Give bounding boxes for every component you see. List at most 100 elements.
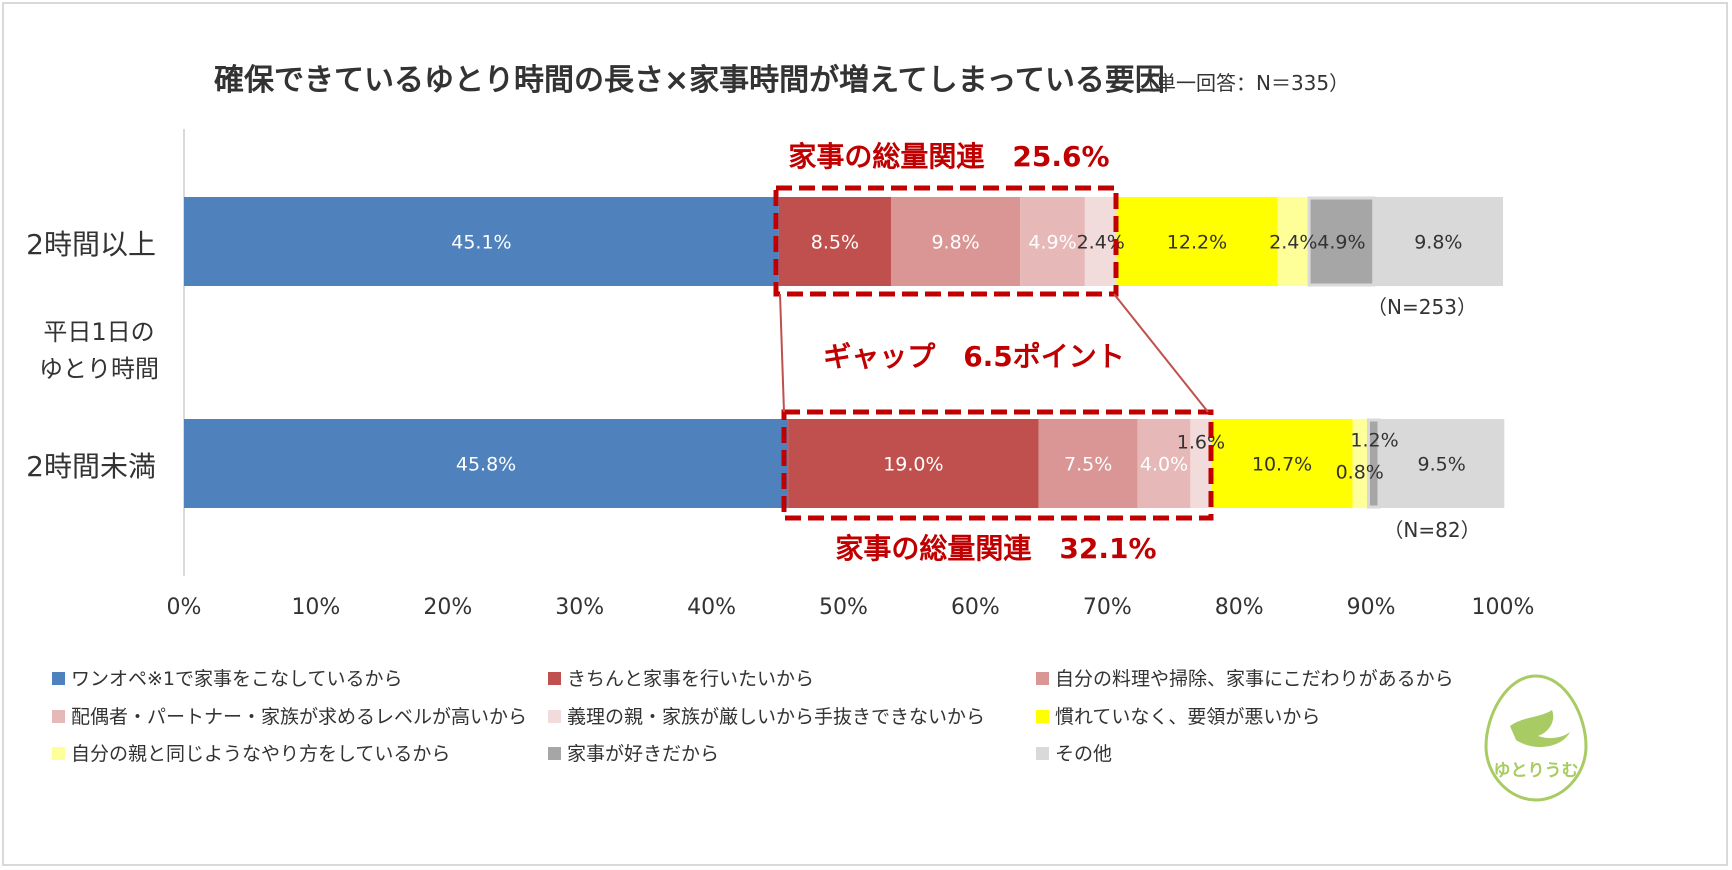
- data-label: 9.5%: [1418, 454, 1466, 476]
- legend: ワンオペ※1で家事をこなしているから きちんと家事を行いたいから 自分の料理や掃除、…: [52, 668, 1454, 765]
- x-tick-label: 30%: [555, 595, 604, 620]
- legend-swatch: [52, 710, 65, 723]
- segment-outline: [1366, 418, 1381, 509]
- data-label: 9.8%: [1414, 232, 1462, 254]
- logo: ゆとりうむ: [1484, 674, 1588, 802]
- bar-segment: [1084, 197, 1117, 286]
- legend-label: 義理の親・家族が厳しいから手抜きできないから: [567, 706, 985, 728]
- legend-item: その他: [1036, 743, 1112, 765]
- n-label-top: （N=253）: [1367, 295, 1477, 319]
- data-label: 9.8%: [931, 232, 979, 254]
- legend-item: きちんと家事を行いたいから: [548, 668, 814, 690]
- legend-label: 家事が好きだから: [567, 743, 719, 765]
- data-label: 2.4%: [1077, 232, 1125, 254]
- data-label: 8.5%: [811, 232, 859, 254]
- x-axis-ticks: 0% 10% 20% 30% 40% 50% 60% 70% 80% 90% 100%: [167, 595, 1535, 620]
- chart-subtitle: （単一回答：N＝335）: [1136, 71, 1349, 95]
- legend-label: 慣れていなく、要領が悪いから: [1055, 706, 1320, 728]
- legend-item: 自分の親と同じようなやり方をしているから: [52, 743, 450, 765]
- x-tick-label: 0%: [167, 595, 202, 620]
- data-label: 0.8%: [1336, 462, 1384, 484]
- stacked-bar-chart: 確保できているゆとり時間の長さ×家事時間が増えてしまっている要因 （単一回答：N…: [26, 63, 1588, 802]
- legend-label: 自分の親と同じようなやり方をしているから: [71, 743, 450, 765]
- bar-segment: [1368, 419, 1380, 508]
- bar-segment: [1211, 419, 1353, 508]
- data-label: 45.1%: [451, 232, 511, 254]
- data-label: 2.4%: [1269, 232, 1317, 254]
- data-label: 10.7%: [1252, 454, 1312, 476]
- data-label: 4.9%: [1317, 232, 1365, 254]
- connector-left: [779, 293, 785, 413]
- data-label: 12.2%: [1167, 232, 1227, 254]
- callout-box-top: [773, 185, 1119, 297]
- legend-item: 義理の親・家族が厳しいから手抜きできないから: [548, 706, 985, 728]
- data-labels-layer: 45.1% 8.5% 9.8% 4.9% 2.4% 12.2% 2.4% 4.9% 9.8%45…: [451, 232, 1466, 484]
- axis-group-label-line1: 平日1日の: [43, 318, 154, 346]
- bar-segment: [1379, 419, 1505, 508]
- data-label: 4.0%: [1140, 454, 1188, 476]
- legend-item: ワンオペ※1で家事をこなしているから: [52, 668, 402, 690]
- bar-segment: [1373, 197, 1503, 286]
- bar-segment: [1277, 197, 1310, 286]
- data-label: 1.2%: [1350, 430, 1398, 452]
- connector-right: [1113, 293, 1209, 413]
- legend-label: ワンオペ※1で家事をこなしているから: [71, 668, 402, 690]
- legend-item: 自分の料理や掃除、家事にこだわりがあるから: [1036, 668, 1454, 690]
- bar-segment: [1038, 419, 1138, 508]
- bar-segment: [778, 197, 891, 286]
- legend-swatch: [52, 672, 65, 685]
- legend-label: 自分の料理や掃除、家事にこだわりがあるから: [1055, 668, 1454, 690]
- bar-segment: [788, 419, 1039, 508]
- legend-item: 慣れていなく、要領が悪いから: [1036, 706, 1320, 728]
- legend-swatch: [1036, 672, 1049, 685]
- n-label-bottom: （N=82）: [1383, 518, 1480, 542]
- x-tick-label: 80%: [1215, 595, 1264, 620]
- callout-top: 家事の総量関連 25.6%: [788, 140, 1109, 173]
- data-label: 19.0%: [883, 454, 943, 476]
- x-tick-label: 50%: [819, 595, 868, 620]
- callout-box-bottom: [781, 409, 1214, 521]
- data-label: 4.9%: [1028, 232, 1076, 254]
- data-label: 1.6%: [1177, 432, 1225, 454]
- axis-group-label-line2: ゆとり時間: [39, 355, 159, 383]
- bar-segment: [1116, 197, 1278, 286]
- legend-item: 家事が好きだから: [548, 743, 719, 765]
- legend-label: その他: [1055, 743, 1112, 765]
- legend-swatch: [548, 672, 561, 685]
- legend-item: 配偶者・パートナー・家族が求めるレベルが高いから: [52, 706, 527, 728]
- callout-gap: ギャップ 6.5ポイント: [823, 340, 1125, 373]
- category-label: 2時間以上: [26, 228, 156, 261]
- bar-segment: [1020, 197, 1085, 286]
- legend-label: 配偶者・パートナー・家族が求めるレベルが高いから: [71, 706, 527, 728]
- bar-segment: [184, 419, 789, 508]
- x-tick-label: 70%: [1083, 595, 1132, 620]
- callout-bottom: 家事の総量関連 32.1%: [835, 532, 1156, 565]
- legend-swatch: [548, 710, 561, 723]
- legend-swatch: [52, 747, 65, 760]
- legend-swatch: [1036, 710, 1049, 723]
- x-tick-label: 90%: [1347, 595, 1396, 620]
- bar-segment: [184, 197, 779, 286]
- bar-segment: [890, 197, 1021, 286]
- logo-leaf-icon: [1510, 710, 1570, 747]
- legend-swatch: [548, 747, 561, 760]
- category-label: 2時間未満: [26, 450, 156, 483]
- x-tick-label: 60%: [951, 595, 1000, 620]
- chart-title: 確保できているゆとり時間の長さ×家事時間が増えてしまっている要因: [214, 63, 1165, 98]
- x-tick-label: 40%: [687, 595, 736, 620]
- x-tick-label: 100%: [1472, 595, 1535, 620]
- bars-layer: [184, 196, 1505, 509]
- legend-swatch: [1036, 747, 1049, 760]
- bar-segment: [1190, 419, 1212, 508]
- x-tick-label: 20%: [423, 595, 472, 620]
- segment-outline: [1307, 196, 1376, 287]
- bar-segment: [1137, 419, 1191, 508]
- data-label: 45.8%: [456, 454, 516, 476]
- x-tick-label: 10%: [291, 595, 340, 620]
- logo-text: ゆとりうむ: [1494, 761, 1579, 781]
- bar-segment: [1352, 419, 1369, 508]
- data-label: 7.5%: [1064, 454, 1112, 476]
- legend-label: きちんと家事を行いたいから: [567, 668, 814, 690]
- bar-segment: [1309, 197, 1374, 286]
